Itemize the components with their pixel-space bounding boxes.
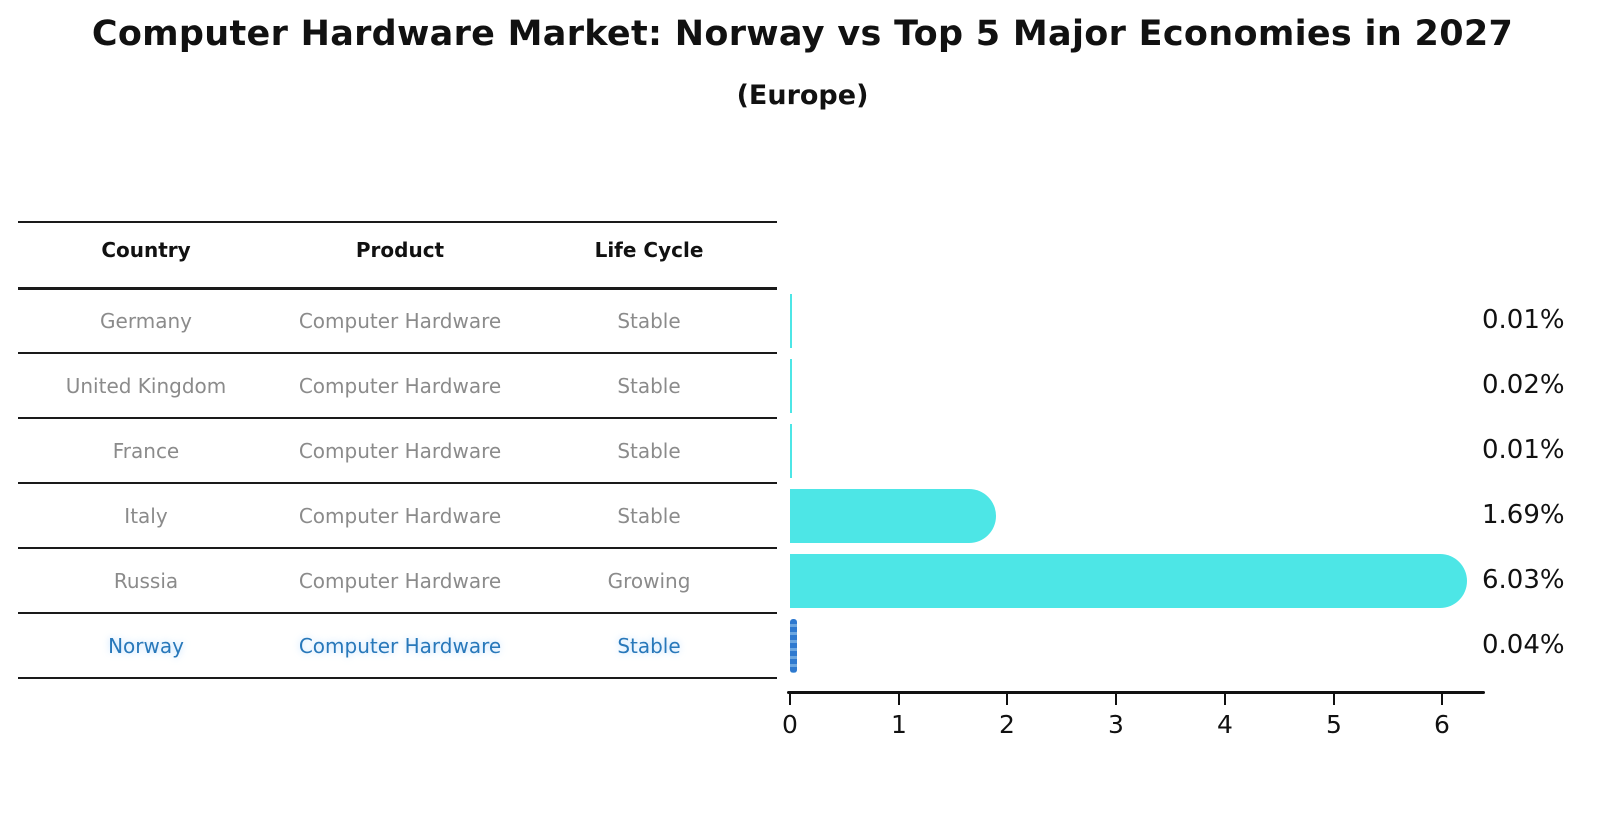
column-header-life-cycle: Life Cycle bbox=[594, 238, 704, 262]
x-tick-label: 0 bbox=[782, 710, 798, 739]
cell-product: Computer Hardware bbox=[298, 568, 502, 593]
cell-product: Computer Hardware bbox=[298, 503, 502, 528]
column-header-country: Country bbox=[101, 238, 191, 262]
x-tick bbox=[898, 694, 900, 705]
x-axis-line bbox=[787, 691, 1485, 694]
x-tick-label: 4 bbox=[1217, 710, 1233, 739]
cell-country: Russia bbox=[113, 568, 179, 593]
x-tick-label: 1 bbox=[891, 710, 907, 739]
value-label: 1.69% bbox=[1482, 499, 1565, 530]
cell-product: Computer Hardware bbox=[298, 438, 502, 463]
cell-country: Italy bbox=[124, 503, 168, 528]
cell-life-cycle: Stable bbox=[617, 373, 681, 398]
bar-germany bbox=[790, 293, 792, 348]
cell-product: Computer Hardware bbox=[298, 308, 502, 333]
cell-life-cycle: Stable bbox=[617, 308, 681, 333]
bar-russia bbox=[790, 553, 1467, 608]
x-tick-label: 6 bbox=[1434, 710, 1450, 739]
row-separator-line bbox=[18, 612, 777, 614]
value-label: 6.03% bbox=[1482, 564, 1565, 595]
x-tick bbox=[1333, 694, 1335, 705]
x-tick bbox=[1115, 694, 1117, 705]
x-tick bbox=[1224, 694, 1226, 705]
row-separator-line bbox=[18, 352, 777, 354]
row-separator-line bbox=[18, 482, 777, 484]
cell-life-cycle: Growing bbox=[607, 568, 691, 593]
chart-subtitle: (Europe) bbox=[736, 80, 869, 111]
cell-product: Computer Hardware bbox=[298, 633, 502, 658]
value-label: 0.02% bbox=[1482, 369, 1565, 400]
bar-italy bbox=[790, 488, 996, 543]
value-label: 0.01% bbox=[1482, 434, 1565, 465]
cell-product: Computer Hardware bbox=[298, 373, 502, 398]
value-label: 0.04% bbox=[1482, 629, 1565, 660]
cell-life-cycle: Stable bbox=[617, 438, 681, 463]
chart-title: Computer Hardware Market: Norway vs Top … bbox=[91, 14, 1514, 54]
row-separator-line bbox=[18, 417, 777, 419]
row-separator-line bbox=[18, 547, 777, 549]
value-label: 0.01% bbox=[1482, 304, 1565, 335]
header-underline bbox=[18, 287, 777, 290]
cell-country: France bbox=[112, 438, 180, 463]
cell-country: Norway bbox=[108, 633, 184, 658]
table-top-line bbox=[18, 221, 777, 223]
table-bottom-line bbox=[18, 677, 777, 679]
cell-life-cycle: Stable bbox=[617, 503, 681, 528]
x-tick bbox=[1441, 694, 1443, 705]
cell-country: Germany bbox=[100, 308, 192, 333]
bar-united-kingdom bbox=[790, 358, 792, 413]
x-tick bbox=[789, 694, 791, 705]
bar-france bbox=[790, 423, 792, 478]
bar-norway bbox=[790, 618, 797, 673]
cell-country: United Kingdom bbox=[65, 373, 227, 398]
x-tick bbox=[1006, 694, 1008, 705]
x-tick-label: 2 bbox=[999, 710, 1015, 739]
column-header-product: Product bbox=[355, 238, 445, 262]
x-tick-label: 5 bbox=[1326, 710, 1342, 739]
x-tick-label: 3 bbox=[1108, 710, 1124, 739]
cell-life-cycle: Stable bbox=[617, 633, 681, 658]
